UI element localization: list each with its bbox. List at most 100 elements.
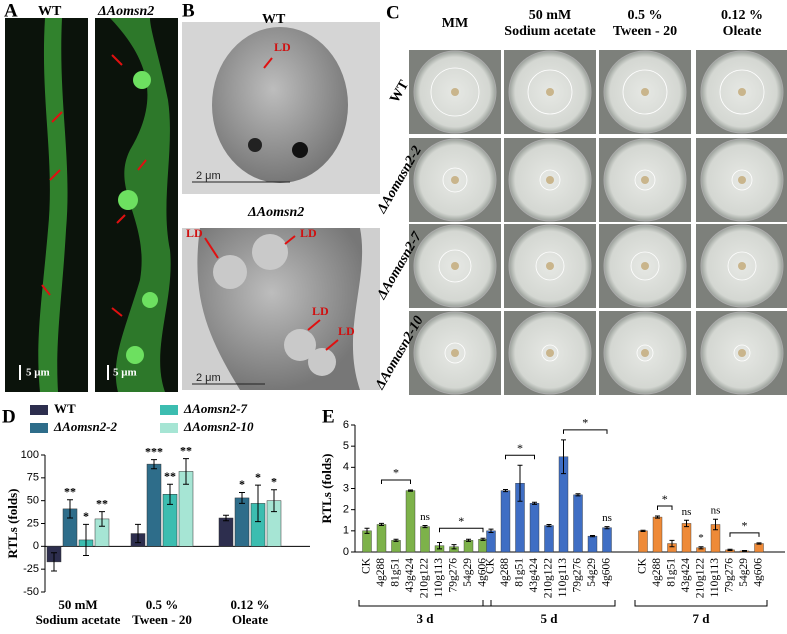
error-bar xyxy=(408,489,413,492)
column-header: 0.5 % xyxy=(628,8,663,23)
y-tick-label: 4 xyxy=(343,461,349,473)
bar xyxy=(652,516,663,553)
legend-swatch xyxy=(160,405,178,415)
colony xyxy=(636,344,654,362)
error-bar xyxy=(422,525,428,529)
inoculum xyxy=(738,262,746,270)
bracket xyxy=(563,429,608,434)
inoculum xyxy=(738,88,746,96)
inoculum xyxy=(641,349,649,357)
x-tick-label: CK xyxy=(637,557,649,574)
colony xyxy=(622,69,668,115)
column-header: Sodium acetate xyxy=(504,24,595,39)
y-tick-label: 0 xyxy=(343,546,349,558)
x-tick-label: 54g29 xyxy=(462,558,474,587)
significance-label: ns xyxy=(682,506,692,518)
error-bar xyxy=(135,523,141,544)
significance-label: *** xyxy=(145,444,163,458)
error-bar xyxy=(255,484,261,523)
x-tick-label: 4g606 xyxy=(601,558,613,587)
x-tick-label: 210g122 xyxy=(695,558,707,599)
inoculum xyxy=(451,176,459,184)
colony xyxy=(442,167,468,193)
colony xyxy=(630,251,660,281)
bar xyxy=(218,517,234,547)
colony xyxy=(539,169,561,191)
error-bar xyxy=(183,458,189,485)
scale-bar-label: 5 μm xyxy=(113,367,137,379)
error-bar xyxy=(488,528,494,534)
significance-label: ns xyxy=(711,505,721,517)
error-bar xyxy=(727,548,733,552)
bar xyxy=(681,523,692,553)
row-label: WT xyxy=(387,77,412,105)
panel-letter: A xyxy=(4,0,18,21)
column-header: Tween - 20 xyxy=(613,24,677,39)
y-tick-label: 1 xyxy=(343,525,349,537)
inoculum xyxy=(546,262,554,270)
colony xyxy=(719,69,765,115)
error-bar xyxy=(575,493,581,497)
bar xyxy=(544,525,554,553)
inoculum xyxy=(546,176,554,184)
bar xyxy=(638,530,648,553)
panel-letter: E xyxy=(322,406,335,427)
ld-label: LD xyxy=(186,226,203,240)
group-label: 5 d xyxy=(541,611,559,626)
bracket-label: * xyxy=(517,441,523,455)
error-bar xyxy=(655,515,660,519)
error-bar xyxy=(698,546,704,550)
significance-label: ** xyxy=(180,443,192,457)
legend-label: WT xyxy=(54,401,76,416)
error-bar xyxy=(546,523,552,528)
significance-label: * xyxy=(271,474,277,488)
y-tick-label: -25 xyxy=(23,563,39,575)
significance-label: * xyxy=(83,509,89,523)
bar xyxy=(376,524,387,553)
group-bracket xyxy=(482,600,616,607)
bar xyxy=(587,535,598,553)
y-tick-label: 2 xyxy=(343,504,349,516)
bar xyxy=(500,490,511,553)
x-tick-label: CK xyxy=(485,557,497,574)
axis-line xyxy=(354,425,785,553)
x-tick-label: 4g288 xyxy=(375,558,387,587)
significance-label: ns xyxy=(602,512,612,524)
colony xyxy=(634,169,656,191)
x-tick-label: 4g288 xyxy=(651,558,663,587)
error-bar xyxy=(517,464,523,502)
bracket xyxy=(381,479,411,484)
inoculum xyxy=(738,349,746,357)
y-tick-label: 5 xyxy=(343,440,349,452)
error-bar xyxy=(480,537,486,541)
x-tick-label: 110g113 xyxy=(557,558,569,598)
bar xyxy=(405,490,416,553)
bar xyxy=(146,463,162,547)
legend-swatch xyxy=(160,423,178,433)
x-tick-label: 79g276 xyxy=(572,558,584,593)
tem-images xyxy=(182,22,380,390)
colony xyxy=(527,69,573,115)
error-bar xyxy=(503,489,508,493)
scale-bar-label: 2 μm xyxy=(196,372,221,384)
axis-title: RTLs (folds) xyxy=(5,489,20,559)
x-tick-label: 4g606 xyxy=(477,558,489,587)
bar xyxy=(234,497,250,547)
bar xyxy=(478,539,488,553)
bracket-label: * xyxy=(582,416,588,430)
error-bar xyxy=(451,544,457,550)
inoculum xyxy=(738,176,746,184)
x-tick-label: 43g424 xyxy=(680,558,692,593)
error-bar xyxy=(437,541,442,550)
colony xyxy=(438,249,472,283)
bar xyxy=(529,503,540,553)
error-bar xyxy=(742,550,747,552)
error-bar xyxy=(99,511,105,527)
bar xyxy=(573,494,583,553)
inoculum xyxy=(641,88,649,96)
bar xyxy=(463,540,474,553)
panel-letter: B xyxy=(182,0,195,21)
error-bar xyxy=(590,534,595,538)
